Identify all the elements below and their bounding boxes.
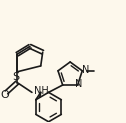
Text: S: S	[13, 72, 20, 82]
Text: NH: NH	[34, 86, 49, 96]
Text: N: N	[82, 65, 89, 75]
Text: O: O	[0, 90, 9, 100]
Text: N: N	[75, 79, 82, 89]
